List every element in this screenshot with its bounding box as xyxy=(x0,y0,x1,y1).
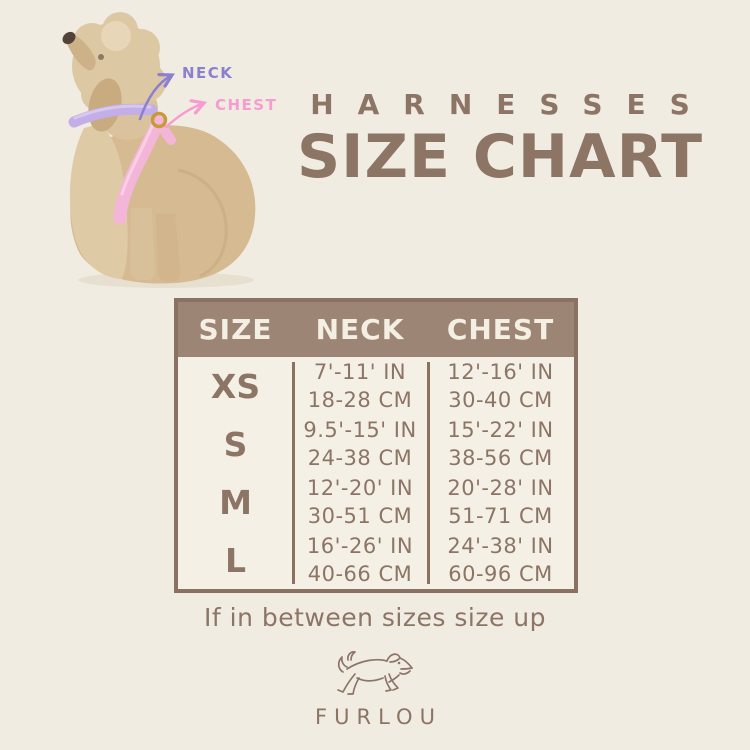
range-cm: 18-28 CM xyxy=(307,388,413,412)
chest-range: 20'-28' IN 51-71 CM xyxy=(427,474,574,530)
range-cm: 30-51 CM xyxy=(307,504,413,528)
range-cm: 40-66 CM xyxy=(307,562,413,586)
chest-callout-label: CHEST xyxy=(215,96,278,114)
column-header-neck: NECK xyxy=(315,313,405,346)
brand-logo: FURLOU xyxy=(0,648,750,729)
dog-nose xyxy=(62,31,76,45)
range-inches: 7'-11' IN xyxy=(313,360,407,384)
column-header-chest: CHEST xyxy=(446,313,555,346)
size-table: SIZE NECK CHEST XS 7'-11' IN 18-28 CM 12… xyxy=(174,298,578,593)
range-cm: 30-40 CM xyxy=(448,388,553,412)
range-cm: 51-71 CM xyxy=(448,504,553,528)
range-cm: 24-38 CM xyxy=(307,446,413,470)
size-label: XS xyxy=(210,366,261,406)
leaping-dog-icon xyxy=(337,651,413,695)
range-inches: 12'-20' IN xyxy=(306,476,414,500)
chest-range: 15'-22' IN 38-56 CM xyxy=(427,416,574,472)
size-label: M xyxy=(219,482,252,522)
brand-name: FURLOU xyxy=(315,705,442,729)
size-label: L xyxy=(224,540,247,580)
chest-range: 12'-16' IN 30-40 CM xyxy=(427,358,574,414)
neck-range: 12'-20' IN 30-51 CM xyxy=(293,474,427,530)
table-body: XS 7'-11' IN 18-28 CM 12'-16' IN 30-40 C… xyxy=(178,357,574,589)
sizing-note: If in between sizes size up xyxy=(204,603,546,632)
range-inches: 12'-16' IN xyxy=(447,360,554,384)
range-inches: 24'-38' IN xyxy=(447,534,554,558)
neck-range: 16'-26' IN 40-66 CM xyxy=(293,532,427,588)
page-title: SIZE CHART xyxy=(296,122,704,192)
neck-range: 7'-11' IN 18-28 CM xyxy=(293,358,427,414)
dog-eye xyxy=(98,54,104,60)
column-divider xyxy=(292,362,295,584)
range-inches: 20'-28' IN xyxy=(447,476,554,500)
range-inches: 9.5'-15' IN xyxy=(303,418,417,442)
neck-callout-label: NECK xyxy=(182,64,234,82)
dog-photo xyxy=(62,12,256,288)
column-header-size: SIZE xyxy=(198,313,273,346)
column-divider xyxy=(427,362,430,584)
table-row: L 16'-26' IN 40-66 CM 24'-38' IN 60-96 C… xyxy=(178,531,574,589)
range-cm: 38-56 CM xyxy=(448,446,553,470)
table-row: XS 7'-11' IN 18-28 CM 12'-16' IN 30-40 C… xyxy=(178,357,574,415)
range-inches: 15'-22' IN xyxy=(447,418,554,442)
neck-range: 9.5'-15' IN 24-38 CM xyxy=(293,416,427,472)
table-header-row: SIZE NECK CHEST xyxy=(178,302,574,357)
table-row: S 9.5'-15' IN 24-38 CM 15'-22' IN 38-56 … xyxy=(178,415,574,473)
table-row: M 12'-20' IN 30-51 CM 20'-28' IN 51-71 C… xyxy=(178,473,574,531)
page-kicker: HARNESSES xyxy=(310,88,714,121)
size-label: S xyxy=(223,424,248,464)
range-cm: 60-96 CM xyxy=(448,562,553,586)
chest-range: 24'-38' IN 60-96 CM xyxy=(427,532,574,588)
range-inches: 16'-26' IN xyxy=(306,534,414,558)
